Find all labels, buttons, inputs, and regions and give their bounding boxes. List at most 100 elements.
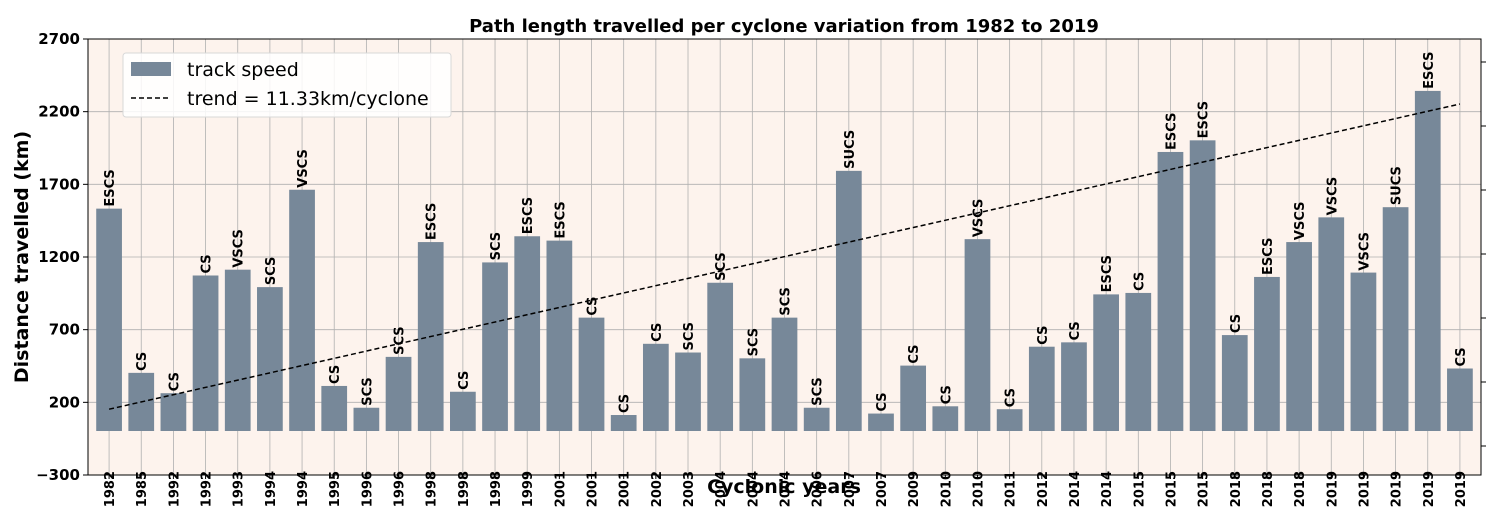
bar-label: SUCS	[1390, 166, 1405, 205]
x-tick-label: 2011	[1004, 471, 1019, 507]
x-axis-label: Cyclonic years	[707, 476, 861, 498]
bar-label: ESCS	[553, 201, 568, 238]
bar	[707, 282, 734, 431]
x-tick-label: 2018	[1261, 471, 1276, 507]
bar-label: ESCS	[1261, 238, 1276, 275]
x-tick-label: 2019	[1325, 471, 1340, 507]
bar-label: SCS	[811, 377, 826, 406]
x-tick-label: 1982	[103, 471, 118, 507]
bar	[546, 240, 573, 431]
bar	[610, 415, 637, 431]
bar-label: CS	[1068, 321, 1083, 340]
bar	[1093, 294, 1119, 431]
bar-label: CS	[618, 394, 633, 413]
bar	[642, 343, 669, 431]
x-tick-label: 2012	[1036, 471, 1051, 507]
bar	[1061, 342, 1087, 431]
bar	[803, 407, 830, 431]
bar	[1189, 140, 1216, 432]
x-tick-label: 1992	[167, 471, 182, 507]
bar-label: VSCS	[232, 229, 247, 268]
y-axis-label: Distance travelled (km)	[11, 131, 33, 383]
bar-label: VSCS	[1325, 177, 1340, 216]
y-tick-label: 700	[49, 321, 80, 339]
x-tick-label: 2019	[1357, 471, 1372, 507]
bar	[160, 393, 187, 431]
bar-label: ESCS	[425, 203, 440, 240]
bar-label: CS	[167, 372, 182, 391]
x-tick-label: 1998	[489, 471, 504, 507]
bar	[578, 317, 605, 431]
legend-label-trend: trend = 11.33km/cyclone	[187, 88, 429, 110]
bar	[1447, 368, 1473, 431]
bar-labels: ESCS CS CS CS VSCS SCS VSCS CS SCS SCS ESCS CS SCS ES…	[103, 52, 1469, 413]
bar	[675, 352, 701, 431]
bar-label: SCS	[360, 377, 375, 406]
bar	[1350, 272, 1377, 431]
x-tick-label: 2002	[650, 471, 665, 507]
x-tick-label: 2009	[907, 471, 922, 507]
x-tick-label: 2010	[971, 471, 986, 507]
bar	[385, 356, 412, 431]
x-tick-label: 2007	[875, 471, 890, 507]
bar-label: SCS	[393, 326, 408, 355]
bar	[1254, 276, 1280, 431]
bar-label: SCS	[746, 328, 761, 357]
y-tick-label: −300	[36, 466, 80, 484]
bar	[450, 391, 476, 431]
x-tick-label: 1994	[296, 471, 311, 507]
x-tick-label: 2015	[1164, 471, 1179, 507]
bar	[996, 409, 1023, 431]
bar	[1028, 346, 1055, 431]
bar-label: SCS	[264, 257, 279, 286]
bar-label: CS	[457, 371, 472, 390]
bar	[96, 208, 122, 431]
bar-label: SCS	[682, 322, 697, 351]
bar	[1286, 242, 1312, 431]
bar-label: CS	[1004, 388, 1019, 407]
x-tick-label: 1995	[328, 471, 343, 507]
x-tick-label: 2006	[811, 471, 826, 507]
x-tick-label: 2010	[939, 471, 954, 507]
bar	[353, 407, 380, 431]
x-tick-label: 2015	[1132, 471, 1147, 507]
bar-label: VSCS	[1357, 232, 1372, 271]
bar-label: VSCS	[296, 149, 311, 188]
bar-label: CS	[328, 365, 343, 384]
chart-title: Path length travelled per cyclone variat…	[469, 16, 1099, 37]
x-tick-label: 2004	[779, 471, 794, 507]
bar-label: VSCS	[1293, 201, 1308, 240]
x-tick-label: 1993	[232, 471, 247, 507]
x-tick-label: 1996	[393, 471, 408, 507]
bar	[289, 189, 315, 431]
y-tick-label: 1700	[38, 175, 80, 193]
x-tick-label: 2003	[682, 471, 697, 507]
bar	[1382, 207, 1409, 431]
bar	[1221, 335, 1248, 431]
bar-label: ESCS	[1197, 101, 1212, 138]
x-tick-label: 2014	[1068, 471, 1083, 507]
bar	[482, 262, 508, 431]
x-tick-label: 1996	[360, 471, 375, 507]
x-tick-label: 2004	[714, 471, 729, 507]
x-tick-label: 2019	[1422, 471, 1437, 507]
x-tick-label: 2014	[1100, 471, 1115, 507]
x-tick-label: 2018	[1293, 471, 1308, 507]
x-tick-label: 1999	[521, 471, 536, 507]
y-tick-label: 2200	[38, 103, 80, 121]
bar-label: CS	[1454, 347, 1469, 366]
x-tick-label: 2018	[1229, 471, 1244, 507]
bar-label: ESCS	[1422, 52, 1437, 89]
y-axis-ticks: −300 200 700 1200 1700 2200 2700	[36, 30, 88, 484]
bar	[514, 236, 541, 431]
bars	[96, 90, 1473, 432]
legend-label-track-speed: track speed	[187, 59, 299, 81]
bar	[257, 287, 283, 431]
legend-box	[122, 52, 452, 118]
legend-swatch-bar	[131, 62, 171, 76]
bar-label: SCS	[779, 287, 794, 316]
bar-label: CS	[650, 323, 665, 342]
y-tick-label: 200	[49, 393, 80, 411]
bar	[192, 275, 219, 431]
bar	[1414, 90, 1441, 432]
